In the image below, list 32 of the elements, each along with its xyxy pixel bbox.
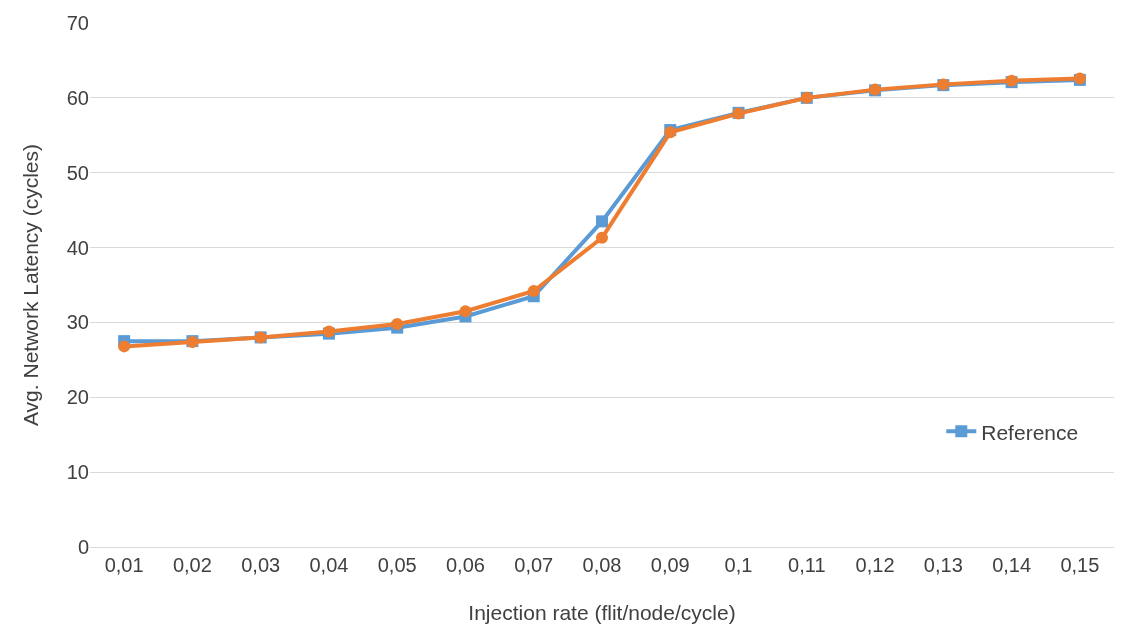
x-tick-label: 0,07 <box>514 554 554 576</box>
x-tick-label: 0,11 <box>788 554 826 576</box>
x-tick-label: 0,06 <box>446 554 485 576</box>
legend-label: Reference <box>981 420 1079 444</box>
y-axis-title: Avg. Network Latency (cycles) <box>19 143 42 427</box>
x-tick-label: 0,15 <box>1060 554 1100 576</box>
x-tick-label: 0,09 <box>650 554 690 576</box>
x-tick-label: 0,05 <box>377 554 417 576</box>
x-tick-label: 0,04 <box>309 554 349 576</box>
x-tick-label: 0,03 <box>241 554 281 576</box>
x-tick-label: 0,13 <box>923 554 963 576</box>
y-tick-label: 60 <box>66 86 89 109</box>
point <box>459 305 472 318</box>
point <box>596 231 608 244</box>
x-tick-label: 0,1 <box>724 554 753 576</box>
x-tick-label: 0,14 <box>992 554 1032 576</box>
x-tick-label: 0,08 <box>582 554 622 576</box>
point <box>527 284 540 297</box>
y-tick-label: 30 <box>66 311 89 334</box>
y-tick-label: 10 <box>66 461 89 484</box>
y-tick-label: 40 <box>66 236 89 259</box>
point <box>596 215 608 228</box>
point <box>118 340 131 353</box>
point <box>391 317 404 330</box>
x-tick-label: 0,01 <box>104 554 144 576</box>
y-tick-label: 70 <box>66 12 89 34</box>
x-tick-label: 0,12 <box>855 554 895 576</box>
x-axis-title: Injection rate (flit/node/cycle) <box>468 601 736 624</box>
x-tick-label: 0,02 <box>172 554 212 576</box>
y-tick-label: 50 <box>66 161 89 184</box>
y-tick-label: 0 <box>77 536 89 558</box>
y-tick-label: 20 <box>66 386 89 409</box>
